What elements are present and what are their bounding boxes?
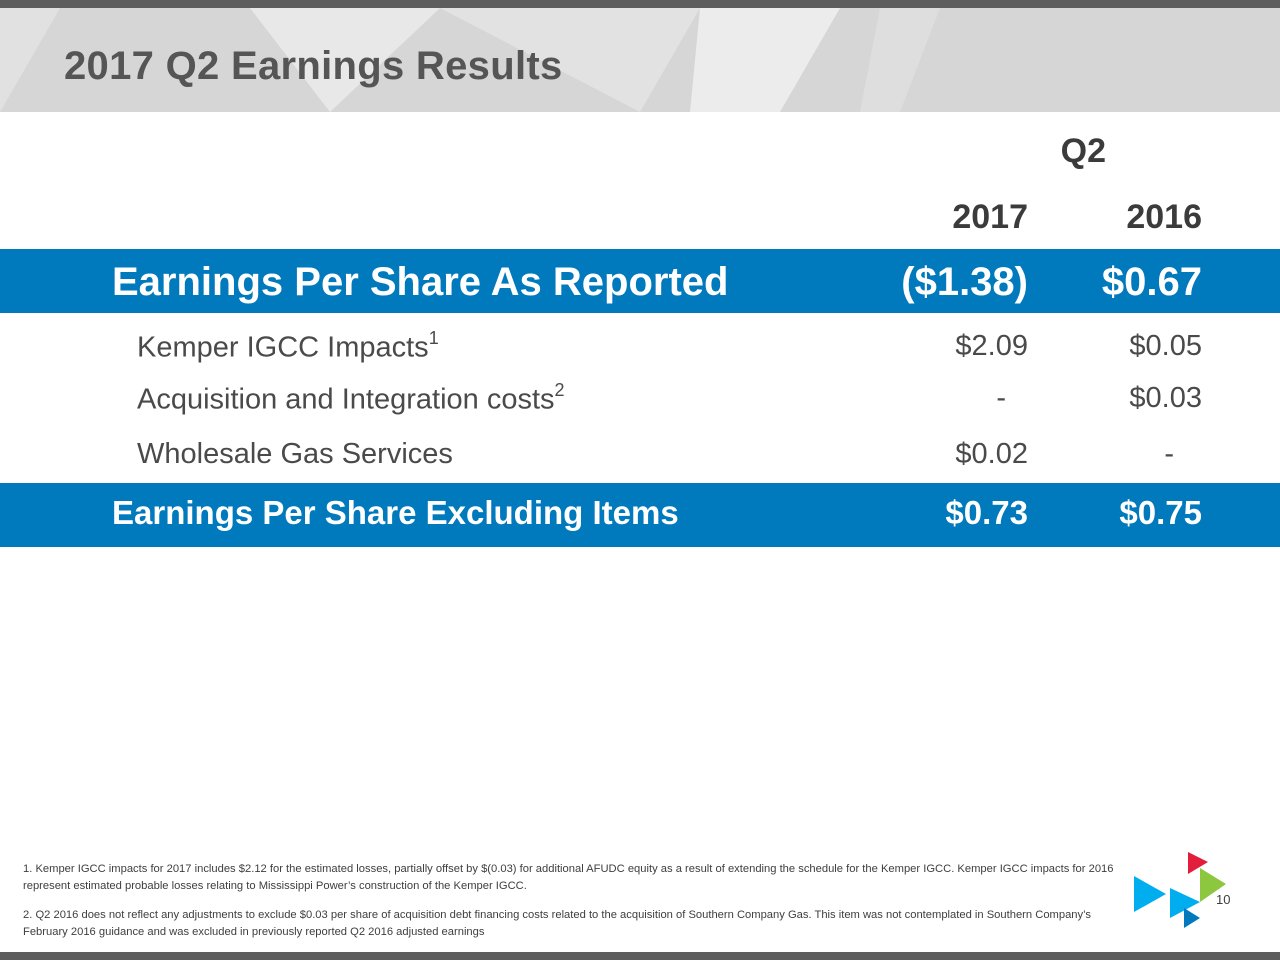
value-2016: $0.67 — [1101, 260, 1202, 304]
value-2016: $0.03 — [1129, 382, 1202, 414]
value-2017: ($1.38) — [901, 260, 1028, 304]
footnote-marker: 1 — [428, 328, 439, 348]
footnotes: 1. Kemper IGCC impacts for 2017 includes… — [23, 861, 1133, 953]
slide-title: 2017 Q2 Earnings Results — [64, 44, 563, 88]
value-2016: $0.75 — [1119, 494, 1202, 531]
value-2016: - — [1164, 438, 1174, 470]
value-2017: - — [996, 382, 1006, 414]
bottom-frame-bar — [0, 952, 1280, 960]
value-2017: $0.73 — [945, 494, 1028, 531]
page-number: 10 — [1216, 892, 1231, 907]
footnote-1: 1. Kemper IGCC impacts for 2017 includes… — [23, 863, 1114, 892]
column-header-2016: 2016 — [1126, 198, 1202, 236]
row-label: Acquisition and Integration costs2 — [137, 380, 565, 416]
footnote-marker: 2 — [554, 380, 565, 400]
triangles-logo-icon — [1134, 852, 1226, 928]
header-band: 2017 Q2 Earnings Results — [0, 8, 1280, 112]
row-label: Earnings Per Share Excluding Items — [112, 494, 679, 531]
top-frame-bar — [0, 0, 1280, 8]
highlight-band-reported — [0, 249, 1280, 313]
footnote-2: 2. Q2 2016 does not reflect any adjustme… — [23, 909, 1091, 938]
period-header: Q2 — [1060, 132, 1106, 170]
value-2016: $0.05 — [1129, 330, 1202, 362]
row-label: Wholesale Gas Services — [137, 438, 453, 470]
row-label: Earnings Per Share As Reported — [112, 260, 729, 304]
column-header-2017: 2017 — [952, 198, 1028, 236]
value-2017: $2.09 — [955, 330, 1028, 362]
highlight-band-excluding — [0, 483, 1280, 547]
value-2017: $0.02 — [955, 438, 1028, 470]
row-label: Kemper IGCC Impacts1 — [137, 328, 439, 364]
header-triangles-decoration — [0, 8, 940, 112]
